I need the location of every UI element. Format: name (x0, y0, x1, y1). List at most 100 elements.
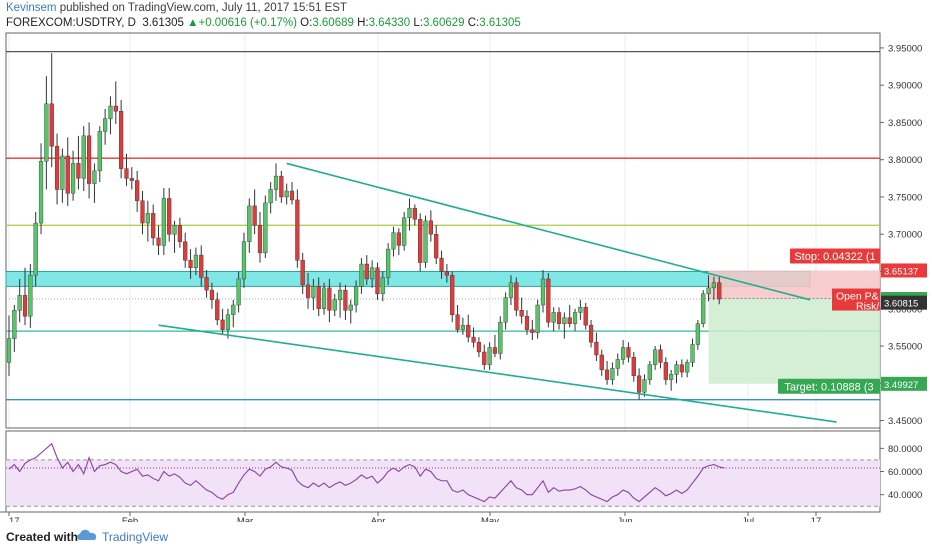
candle-body[interactable] (487, 347, 492, 365)
candle-body[interactable] (610, 368, 615, 380)
candle-body[interactable] (44, 103, 49, 162)
candle-body[interactable] (444, 271, 449, 276)
candle-body[interactable] (402, 217, 407, 246)
candle-body[interactable] (503, 297, 508, 323)
candle-body[interactable] (225, 314, 231, 330)
candle-body[interactable] (92, 170, 97, 184)
candle-body[interactable] (450, 275, 455, 315)
candle-body[interactable] (65, 155, 70, 194)
candle-body[interactable] (375, 267, 380, 295)
candle-body[interactable] (391, 232, 396, 250)
candle-body[interactable] (257, 225, 263, 254)
candle-body[interactable] (690, 344, 695, 363)
candle-body[interactable] (241, 241, 247, 280)
candle-body[interactable] (193, 254, 198, 268)
candle-body[interactable] (145, 213, 150, 224)
candle-body[interactable] (295, 199, 300, 261)
rsi-line[interactable] (8, 442, 725, 503)
candle-body[interactable] (663, 362, 668, 380)
candle-body[interactable] (119, 111, 124, 169)
candle-body[interactable] (17, 295, 22, 311)
candle-body[interactable] (642, 379, 647, 393)
candle-body[interactable] (167, 198, 172, 235)
candle-body[interactable] (273, 175, 279, 190)
candle-body[interactable] (572, 312, 578, 324)
candle-body[interactable] (300, 260, 305, 286)
candle-body[interactable] (199, 254, 204, 278)
candle-body[interactable] (284, 190, 289, 198)
candle-body[interactable] (364, 263, 369, 280)
candle-body[interactable] (637, 375, 642, 393)
candle-body[interactable] (482, 351, 487, 365)
candle-body[interactable] (220, 319, 225, 330)
candle-body[interactable] (348, 304, 353, 311)
channel-line-lower[interactable] (158, 324, 837, 423)
candle-body[interactable] (161, 198, 166, 246)
candle-body[interactable] (22, 295, 28, 317)
candle-body[interactable] (49, 103, 54, 147)
candle-body[interactable] (305, 284, 311, 298)
candle-body[interactable] (6, 338, 12, 363)
candle-body[interactable] (156, 237, 161, 246)
candle-body[interactable] (460, 324, 465, 330)
candle-body[interactable] (38, 160, 44, 224)
candle-body[interactable] (129, 178, 134, 181)
candle-body[interactable] (188, 260, 193, 268)
candle-body[interactable] (108, 105, 113, 119)
candle-body[interactable] (685, 362, 690, 373)
candle-body[interactable] (172, 225, 177, 235)
candle-body[interactable] (231, 304, 236, 315)
candle-body[interactable] (103, 118, 108, 132)
candle-body[interactable] (706, 287, 711, 295)
candle-body[interactable] (289, 190, 295, 201)
candle-body[interactable] (567, 317, 572, 324)
candle-body[interactable] (498, 321, 503, 354)
candle-body[interactable] (263, 202, 268, 254)
candle-body[interactable] (471, 336, 476, 343)
candle-body[interactable] (418, 219, 423, 263)
candle-body[interactable] (540, 278, 546, 306)
candle-body[interactable] (140, 200, 145, 224)
candle-body[interactable] (439, 257, 444, 272)
candle-body[interactable] (354, 286, 359, 306)
candle-body[interactable] (327, 287, 332, 311)
candle-body[interactable] (279, 175, 284, 198)
candle-body[interactable] (653, 349, 658, 365)
candle-body[interactable] (70, 163, 76, 194)
candle-body[interactable] (621, 347, 626, 360)
channel-line-upper[interactable] (286, 162, 811, 301)
candle-body[interactable] (86, 135, 92, 184)
candle-body[interactable] (535, 304, 540, 333)
candle-body[interactable] (647, 364, 652, 380)
candle-body[interactable] (113, 105, 118, 112)
candle-body[interactable] (332, 299, 337, 311)
candle-body[interactable] (546, 278, 551, 323)
candle-body[interactable] (321, 287, 327, 309)
candle-body[interactable] (97, 131, 102, 172)
target-zone[interactable] (708, 298, 880, 384)
candle-body[interactable] (183, 241, 188, 261)
candle-body[interactable] (476, 342, 482, 353)
candle-body[interactable] (615, 359, 620, 369)
candle-body[interactable] (423, 220, 428, 263)
candle-body[interactable] (135, 180, 140, 201)
candle-body[interactable] (679, 364, 684, 373)
candle-body[interactable] (54, 146, 60, 190)
price-pane[interactable]: 3.95000 3.90000 3.85000 3.80000 3.75000 3.700… (5, 32, 927, 512)
candle-body[interactable] (466, 324, 471, 338)
candle-body[interactable] (28, 275, 33, 317)
candle-body[interactable] (588, 324, 594, 343)
candle-body[interactable] (519, 310, 524, 317)
candle-body[interactable] (530, 329, 535, 333)
candle-body[interactable] (81, 135, 86, 179)
candle-body[interactable] (151, 213, 156, 239)
candle-body[interactable] (604, 369, 610, 380)
candle-body[interactable] (236, 278, 241, 306)
candle-body[interactable] (76, 163, 81, 179)
candle-body[interactable] (551, 312, 556, 323)
candle-body[interactable] (578, 307, 583, 313)
candle-body[interactable] (455, 314, 460, 330)
candle-body[interactable] (674, 364, 679, 375)
candle-body[interactable] (599, 354, 604, 371)
candle-body[interactable] (583, 307, 588, 326)
